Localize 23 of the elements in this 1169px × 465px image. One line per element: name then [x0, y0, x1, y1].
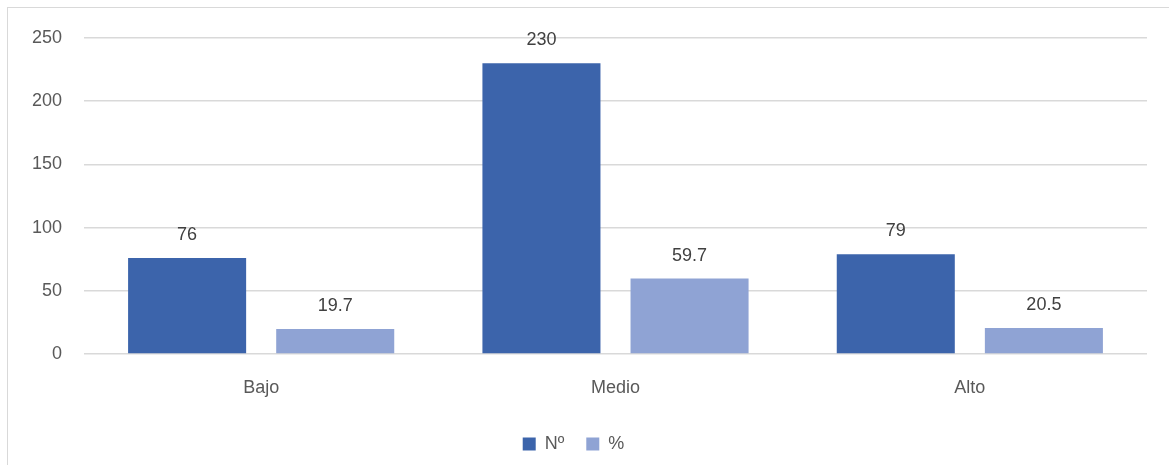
- data-label: 79: [885, 220, 906, 241]
- y-tick-label: 250: [31, 26, 62, 47]
- x-tick-label: Medio: [590, 376, 641, 397]
- bar: [630, 278, 749, 354]
- bar: [128, 257, 247, 354]
- data-label: 230: [526, 29, 557, 50]
- y-tick-label: 0: [51, 342, 62, 363]
- data-label: 19.7: [317, 295, 353, 316]
- bar: [276, 329, 395, 354]
- bar: [984, 328, 1103, 354]
- x-tick-label: Bajo: [243, 376, 280, 397]
- legend-label: Nº: [544, 432, 565, 453]
- y-tick-label: 150: [31, 153, 62, 174]
- data-label: 76: [177, 223, 198, 244]
- data-label: 59.7: [672, 244, 708, 265]
- bar: [836, 254, 955, 354]
- y-tick-label: 200: [31, 90, 62, 111]
- legend-label: %: [608, 432, 625, 453]
- x-tick-label: Alto: [954, 376, 986, 397]
- y-tick-label: 100: [31, 216, 62, 237]
- data-label: 20.5: [1026, 294, 1062, 315]
- y-tick-label: 50: [41, 279, 62, 300]
- bar: [482, 63, 601, 354]
